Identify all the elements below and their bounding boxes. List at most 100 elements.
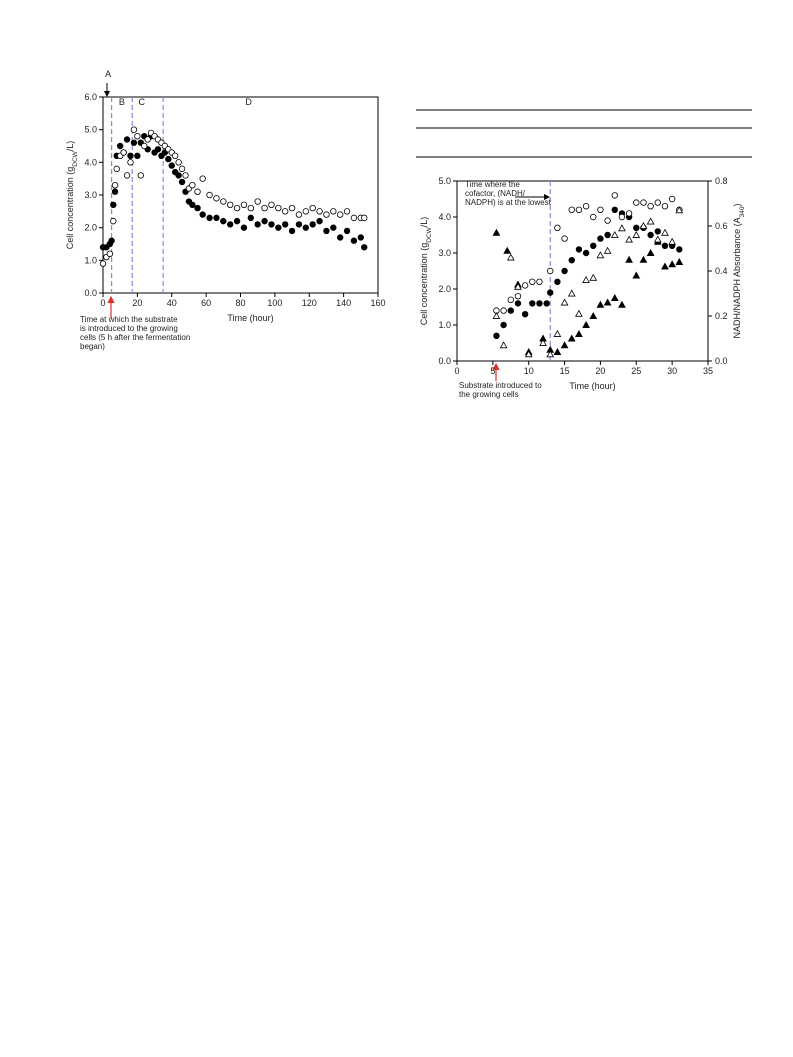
circle-point [175, 159, 182, 166]
circle-point [275, 224, 282, 231]
circle-point [343, 208, 351, 215]
circle-point [295, 211, 303, 218]
circle-point [295, 221, 303, 228]
circle-point [547, 267, 554, 275]
triangle-point [524, 350, 533, 358]
triangle-point [589, 273, 598, 281]
circle-point [302, 208, 310, 215]
triangle-point [618, 300, 626, 308]
circle-point [500, 321, 507, 329]
circle-point [261, 204, 268, 212]
circle-point [154, 146, 162, 153]
triangle-point [639, 255, 648, 263]
circle-point [330, 208, 337, 215]
circle-point [233, 217, 241, 225]
circle-point [261, 217, 268, 225]
circle-point [507, 296, 514, 303]
circle-point [123, 172, 131, 179]
circle-point [226, 201, 234, 208]
circle-point [182, 172, 189, 179]
circle-point [199, 211, 206, 218]
circle-point [604, 231, 611, 239]
y2-tick-label: 0.4 [715, 266, 728, 276]
y2-tick-label: 0.2 [715, 311, 728, 321]
circle-point [350, 237, 358, 244]
circle-point [633, 224, 640, 231]
circle-point [178, 178, 186, 186]
circle-point [268, 221, 275, 228]
circle-point [99, 260, 107, 267]
circle-point [171, 152, 179, 159]
triangle-point [610, 293, 619, 301]
circle-point [661, 202, 669, 210]
plot-frame [102, 96, 379, 294]
circle-point [536, 300, 543, 307]
triangle-point [560, 298, 569, 306]
circle-point [554, 224, 561, 231]
annotation: cofactor, (NADH/ [465, 189, 526, 198]
circle-point [507, 307, 514, 314]
y-tick-label: 3.0 [84, 190, 97, 200]
y2-axis-label-subscript: 340 [739, 206, 746, 217]
triangle-point [589, 311, 598, 319]
circle-point [647, 202, 654, 210]
circle-point [134, 132, 141, 140]
circle-point [493, 332, 500, 339]
circle-point [116, 142, 124, 150]
circle-point [309, 204, 316, 212]
triangle-point [546, 350, 555, 358]
annotation: Time where the [465, 180, 520, 189]
circle-point [590, 213, 597, 221]
triangle-point [596, 300, 605, 308]
triangle-point [596, 251, 605, 259]
circle-point [668, 195, 676, 203]
circle-point [323, 227, 330, 235]
triangle-point [675, 257, 684, 265]
circle-point [561, 267, 568, 275]
circle-point [323, 211, 330, 218]
circle-point [361, 214, 368, 222]
circle-point [206, 214, 213, 222]
y-tick-label: 2.0 [438, 284, 451, 294]
circle-point [288, 227, 296, 235]
circle-point [168, 162, 175, 169]
circle-point [275, 204, 282, 212]
y-tick-label: 0.0 [84, 288, 97, 298]
triangle-point [632, 271, 641, 279]
triangle-point [503, 246, 512, 254]
circle-point [220, 198, 227, 205]
x-tick-label: 5 [490, 366, 495, 376]
x-tick-label: 20 [595, 366, 605, 376]
triangle-point [492, 228, 501, 236]
y2-axis-label: NADH/NADPH Absorbance (A340) [732, 204, 746, 339]
circle-point [206, 191, 213, 199]
triangle-point [675, 206, 684, 214]
y-tick-label: 1.0 [84, 255, 97, 265]
x-tick-label: 35 [703, 366, 713, 376]
circle-point [247, 214, 255, 222]
triangle-point [567, 289, 576, 297]
circle-point [130, 139, 138, 146]
triangle-point [661, 228, 669, 236]
circle-point [233, 204, 241, 212]
phase-label: A [105, 69, 111, 79]
circle-point [130, 126, 138, 133]
triangle-point [668, 237, 677, 245]
triangle-point [632, 230, 641, 238]
triangle-point [582, 275, 590, 283]
x-tick-label: 160 [370, 298, 385, 308]
x-tick-label: 10 [524, 366, 534, 376]
circle-point [514, 293, 522, 300]
circle-point [582, 202, 590, 210]
circle-point [543, 300, 550, 307]
circle-point [582, 249, 590, 257]
circle-point [281, 221, 289, 228]
circle-point [247, 204, 255, 212]
circle-point [281, 208, 289, 215]
triangle-point [618, 224, 626, 232]
phase-label: C [138, 97, 145, 107]
circle-point [611, 206, 618, 213]
x-tick-label: 140 [336, 298, 351, 308]
x-tick-label: 60 [201, 298, 211, 308]
circle-point [213, 214, 220, 222]
